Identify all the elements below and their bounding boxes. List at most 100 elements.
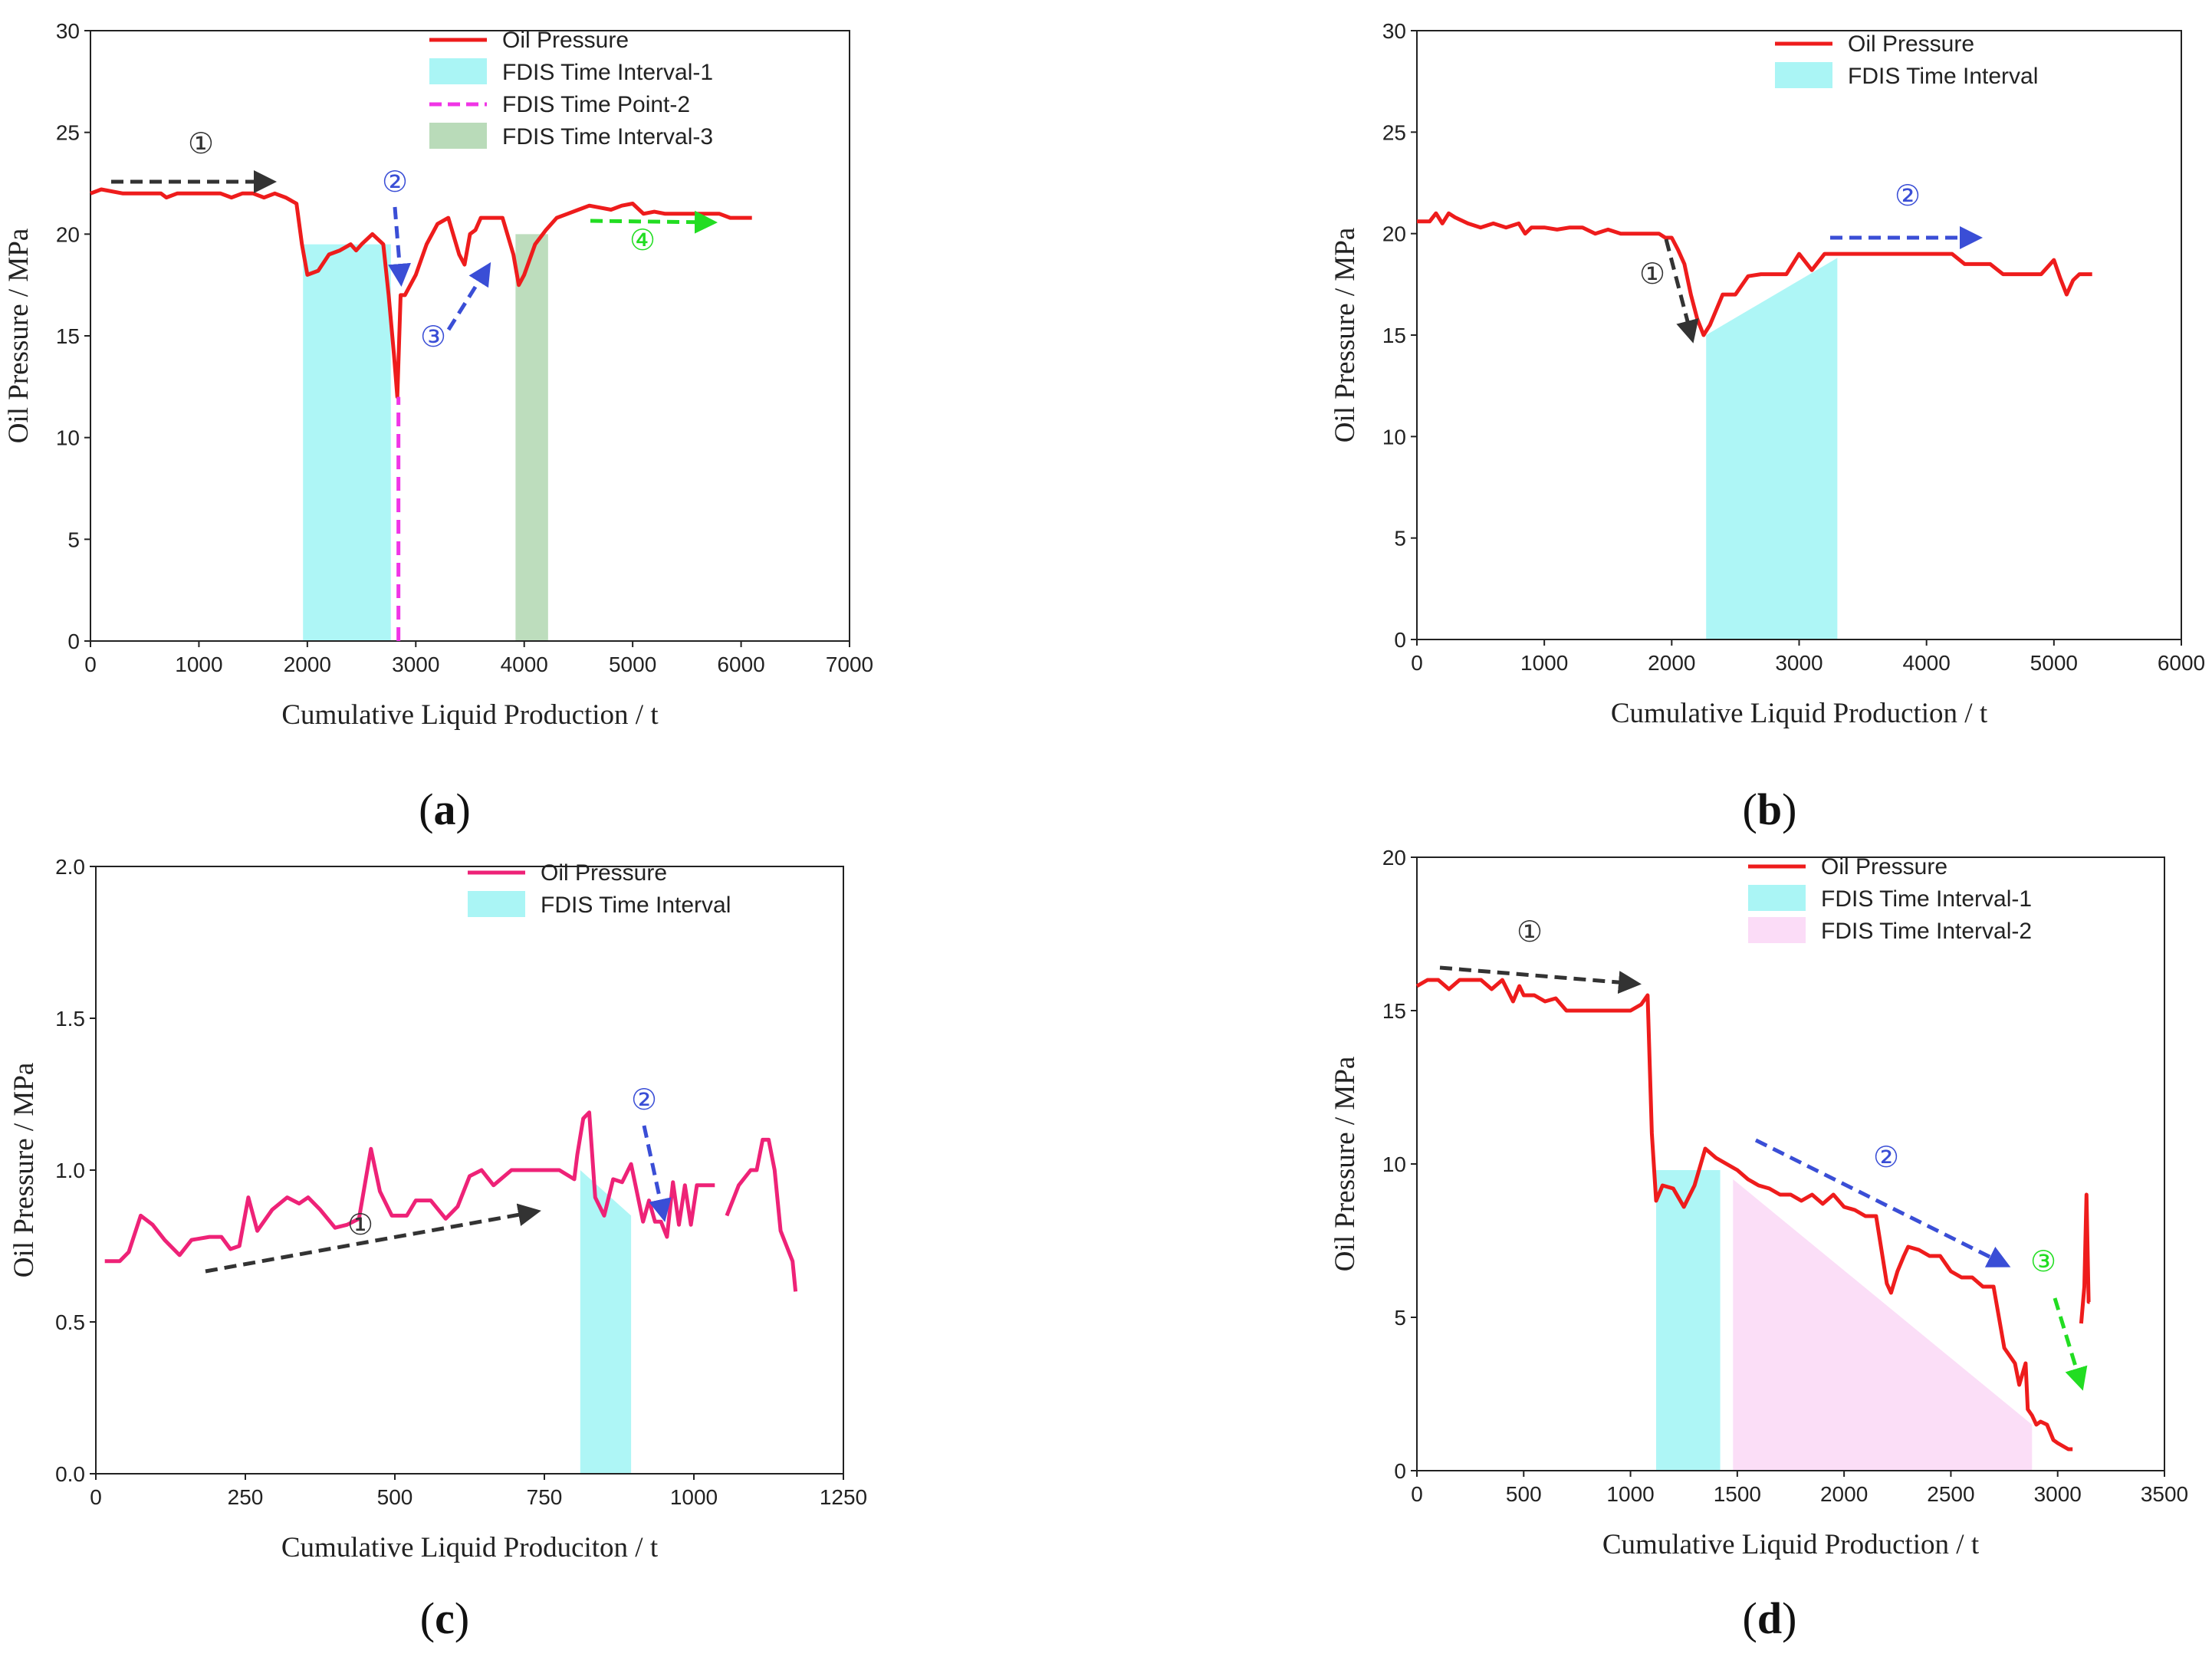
legend-label: Oil Pressure	[541, 860, 667, 886]
x-tick-label: 750	[527, 1485, 563, 1509]
annotation-arrow	[642, 1125, 672, 1222]
panel-label-close: )	[1782, 784, 1796, 834]
x-tick-label: 0	[1411, 651, 1423, 675]
x-tick-label: 1000	[1606, 1482, 1654, 1506]
plot-frame	[90, 30, 850, 642]
oil-pressure-line	[2079, 1192, 2091, 1324]
chart-panel-d: 0 500 1000 1500 2000 2500 3000 3500 0 5 10 15 20 Cumu…	[1330, 846, 2188, 1643]
y-tick-label: 25	[1382, 120, 1406, 144]
annotation-arrow	[388, 206, 411, 287]
annotation-number: ③	[420, 320, 446, 353]
x-tick-label: 250	[228, 1485, 264, 1509]
x-tick-label: 6000	[717, 653, 764, 676]
x-tick-label: 3000	[1775, 651, 1823, 675]
x-axis-title: Cumulative Liquid Production / t	[1602, 1529, 1980, 1560]
oil-pressure-line	[1417, 211, 2092, 337]
x-tick-label: 1000	[670, 1485, 718, 1509]
annotation-number: ①	[347, 1208, 373, 1241]
x-tick-label: 0	[1411, 1482, 1423, 1506]
y-tick-label: 30	[56, 19, 80, 43]
shaded-interval-1	[580, 1170, 632, 1474]
x-tick-label: 0	[90, 1485, 102, 1509]
annotation-arrow	[446, 261, 491, 331]
y-tick-label: 0	[67, 630, 80, 653]
y-tick-label: 1.0	[55, 1159, 85, 1182]
y-tick-label: 0.5	[55, 1310, 85, 1334]
y-tick-label: 10	[1382, 425, 1406, 449]
annotation-arrow	[1754, 1138, 2011, 1267]
annotation-number: ③	[2030, 1244, 2056, 1278]
y-tick-label: 2.0	[55, 855, 85, 879]
annotation-number: ②	[631, 1083, 657, 1116]
x-tick-label: 500	[1506, 1482, 1542, 1506]
x-tick-label: 2000	[1648, 651, 1695, 675]
x-tick-label: 4000	[1903, 651, 1951, 675]
x-tick-label: 1000	[1520, 651, 1568, 675]
x-tick-label: 4000	[501, 653, 548, 676]
y-tick-label: 15	[56, 324, 80, 348]
panel-label-open: (	[419, 784, 433, 834]
chart-panel-a: 0 1000 2000 3000 4000 5000 6000 7000 0 5 10 15 20 25 3…	[3, 19, 873, 834]
y-tick-label: 15	[1382, 999, 1406, 1023]
x-axis-title: Cumulative Liquid Production / t	[281, 699, 659, 731]
shaded-interval-2	[1733, 1179, 2033, 1471]
x-tick-label: 2000	[1820, 1482, 1868, 1506]
x-tick-label: 0	[84, 653, 97, 676]
x-tick-label: 6000	[2158, 651, 2205, 675]
y-tick-label: 0	[1394, 628, 1406, 652]
y-tick-label: 25	[56, 121, 80, 145]
annotation-arrow	[2053, 1297, 2088, 1391]
x-tick-label: 2500	[1927, 1482, 1974, 1506]
legend-label: FDIS Time Interval	[1848, 64, 2038, 89]
legend-label: FDIS Time Interval	[541, 893, 731, 918]
y-axis-title: Oil Pressure / MPa	[1330, 1057, 1361, 1272]
y-tick-label: 10	[56, 426, 80, 450]
panel-label-close: )	[456, 784, 471, 834]
annotation-number: ②	[1873, 1140, 1899, 1174]
annotation-number: ②	[382, 165, 408, 199]
x-tick-label: 2000	[284, 653, 331, 676]
panel-label-open: (	[1743, 1593, 1757, 1643]
x-tick-label: 3000	[392, 653, 439, 676]
x-tick-label: 5000	[609, 653, 656, 676]
plot-frame	[95, 866, 844, 1475]
y-tick-label: 5	[1394, 1306, 1406, 1330]
oil-pressure-line	[1415, 978, 2073, 1452]
y-tick-label: 5	[1394, 527, 1406, 551]
y-tick-label: 20	[56, 222, 80, 246]
x-tick-label: 1500	[1714, 1482, 1761, 1506]
annotation-arrow	[1664, 238, 1699, 344]
legend-swatch-box	[1748, 917, 1806, 943]
x-tick-label: 5000	[2030, 651, 2078, 675]
y-tick-label: 20	[1382, 846, 1406, 870]
annotation-arrow	[1439, 965, 1642, 994]
panel-label-letter: d	[1757, 1593, 1782, 1643]
y-tick-label: 30	[1382, 19, 1406, 43]
legend-swatch-box	[1748, 885, 1806, 911]
annotation-arrow	[205, 1203, 541, 1274]
panel-label-letter: b	[1757, 784, 1782, 834]
panel-label-close: )	[455, 1593, 469, 1643]
panel-label: (b)	[1743, 784, 1797, 834]
x-tick-label: 7000	[826, 653, 873, 676]
shaded-interval-3	[515, 234, 548, 641]
y-axis-title: Oil Pressure / MPa	[3, 228, 35, 444]
legend-swatch-box	[429, 123, 487, 149]
panel-label-open: (	[420, 1593, 435, 1643]
legend-swatch-box	[468, 891, 525, 917]
shaded-interval-1	[303, 244, 391, 642]
x-axis-title: Cumulative Liquid Production / t	[1611, 698, 1988, 729]
legend-label: Oil Pressure	[502, 28, 629, 53]
y-axis-title: Oil Pressure / MPa	[8, 1063, 40, 1278]
x-tick-label: 500	[377, 1485, 413, 1509]
x-tick-label: 1250	[820, 1485, 867, 1509]
x-axis-title: Cumulative Liquid Produciton / t	[281, 1532, 659, 1563]
x-tick-label: 3500	[2141, 1482, 2188, 1506]
y-tick-label: 15	[1382, 324, 1406, 347]
legend-label: Oil Pressure	[1848, 31, 1974, 57]
panel-label-letter: c	[435, 1593, 455, 1643]
y-tick-label: 0.0	[55, 1462, 85, 1486]
shaded-interval-1	[1706, 258, 1838, 639]
x-tick-label: 3000	[2034, 1482, 2082, 1506]
